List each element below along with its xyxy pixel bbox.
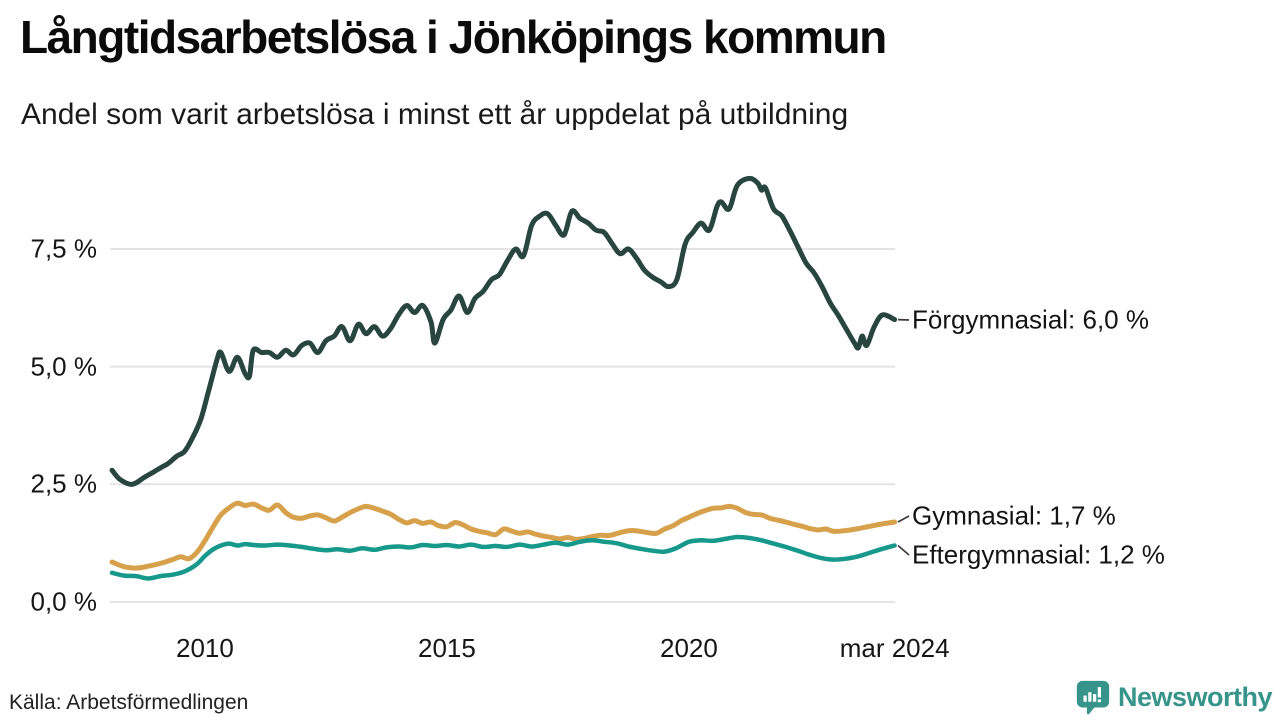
newsworthy-brand: Newsworthy xyxy=(1074,678,1273,716)
y-tick-label: 7,5 % xyxy=(30,233,98,264)
y-tick-label: 5,0 % xyxy=(30,351,98,382)
series-line-eftergymnasial xyxy=(109,534,897,581)
x-tick-label: 2010 xyxy=(176,633,234,663)
newsworthy-brand-text: Newsworthy xyxy=(1117,681,1273,712)
x-tick-label: 2015 xyxy=(418,633,476,663)
chart-subtitle: Andel som varit arbetslösa i minst ett å… xyxy=(21,98,849,131)
label-connector-gymnasial xyxy=(897,515,910,523)
y-tick-label: 0,0 % xyxy=(30,586,98,617)
x-tick-label: 2020 xyxy=(660,633,718,663)
series-label-eftergymnasial: Eftergymnasial: 1,2 % xyxy=(912,539,1165,570)
chart-title: Långtidsarbetslösa i Jönköpings kommun xyxy=(20,11,887,63)
y-tick-label: 2,5 % xyxy=(30,468,98,499)
series-line-gymnasial xyxy=(109,500,898,571)
source-text: Källa: Arbetsförmedlingen xyxy=(9,691,249,714)
series-label-forgymnasial: Förgymnasial: 6,0 % xyxy=(912,304,1149,335)
label-connector-eftergymnasial xyxy=(897,544,910,556)
series-label-gymnasial: Gymnasial: 1,7 % xyxy=(912,500,1116,531)
newsworthy-logo-icon xyxy=(1076,680,1110,715)
series-line-forgymnasial xyxy=(109,175,898,487)
x-tick-label: mar 2024 xyxy=(839,633,950,663)
